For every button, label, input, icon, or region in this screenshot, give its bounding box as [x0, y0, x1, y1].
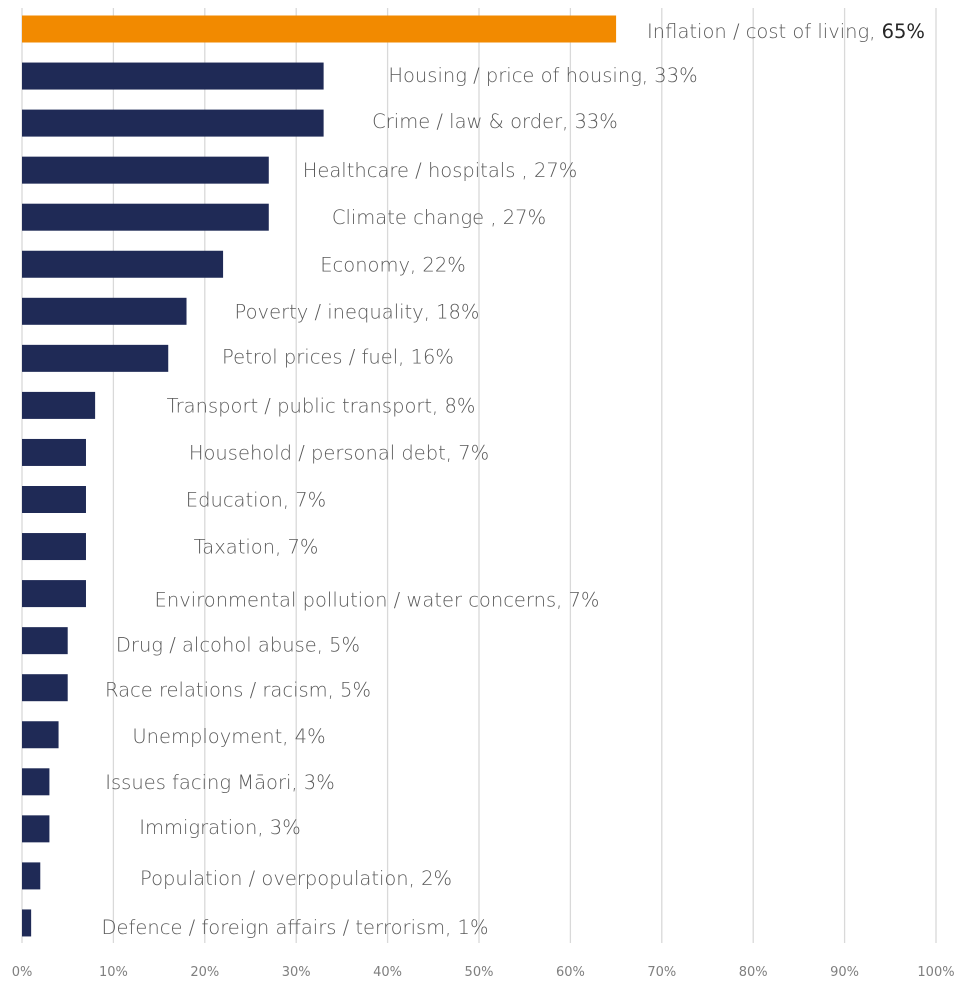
data-label: Taxation, 7%	[194, 536, 319, 559]
x-tick-label: 10%	[99, 965, 128, 980]
data-label: Climate change , 27%	[332, 206, 546, 229]
x-tick-label: 0%	[12, 965, 33, 980]
bar	[22, 203, 269, 231]
x-tick-label: 50%	[465, 965, 494, 980]
data-label: Poverty / inequality, 18%	[235, 300, 480, 323]
data-label: Crime / law & order, 33%	[372, 110, 618, 133]
data-label: Education, 7%	[186, 489, 326, 512]
data-label: Transport / public transport, 8%	[167, 394, 476, 417]
bar	[22, 391, 96, 419]
bars	[22, 15, 617, 937]
data-label: Race relations / racism, 5%	[105, 679, 371, 702]
data-label: Housing / price of housing, 33%	[388, 64, 697, 87]
bar	[22, 297, 187, 325]
bar-labels: Inflation / cost of living, 65% Housing /…	[102, 20, 925, 939]
x-tick-label: 20%	[190, 965, 219, 980]
x-tick-label: 80%	[739, 965, 768, 980]
bar	[22, 156, 269, 184]
bar	[22, 533, 86, 561]
data-label: Environmental pollution / water concerns…	[155, 589, 600, 612]
bar	[22, 721, 59, 749]
x-axis-ticks: 0% 10% 20% 30% 40% 50% 60% 70% 80% 90% 100%	[12, 965, 955, 980]
bar	[22, 674, 68, 702]
data-label: Unemployment, 4%	[132, 725, 325, 748]
data-label: Issues facing Māori, 3%	[105, 771, 334, 794]
bar	[22, 344, 169, 372]
bar	[22, 862, 41, 890]
x-tick-label: 70%	[647, 965, 676, 980]
bar	[22, 62, 324, 90]
x-tick-label: 30%	[282, 965, 311, 980]
bar	[22, 627, 68, 655]
data-label: Petrol prices / fuel, 16%	[222, 345, 454, 368]
data-label: Household / personal debt, 7%	[189, 441, 489, 464]
data-label: Immigration, 3%	[139, 816, 301, 839]
gridlines	[21, 8, 937, 943]
x-tick-label: 100%	[917, 965, 954, 980]
data-label: Population / overpopulation, 2%	[140, 867, 452, 890]
data-label: Drug / alcohol abuse, 5%	[116, 634, 360, 657]
bar	[22, 768, 50, 796]
bar	[22, 815, 50, 843]
bar	[22, 15, 617, 43]
bar	[22, 250, 224, 278]
bar	[22, 438, 86, 466]
x-tick-label: 60%	[556, 965, 585, 980]
bar	[22, 909, 32, 937]
data-label: Healthcare / hospitals , 27%	[303, 159, 578, 182]
bar	[22, 580, 86, 608]
data-label: Economy, 22%	[320, 253, 466, 276]
x-tick-label: 40%	[373, 965, 402, 980]
data-label: Inflation / cost of living, 65%	[647, 20, 925, 43]
bar	[22, 109, 324, 137]
bar	[22, 486, 86, 513]
data-label: Defence / foreign affairs / terrorism, 1…	[102, 916, 489, 939]
x-tick-label: 90%	[830, 965, 859, 980]
